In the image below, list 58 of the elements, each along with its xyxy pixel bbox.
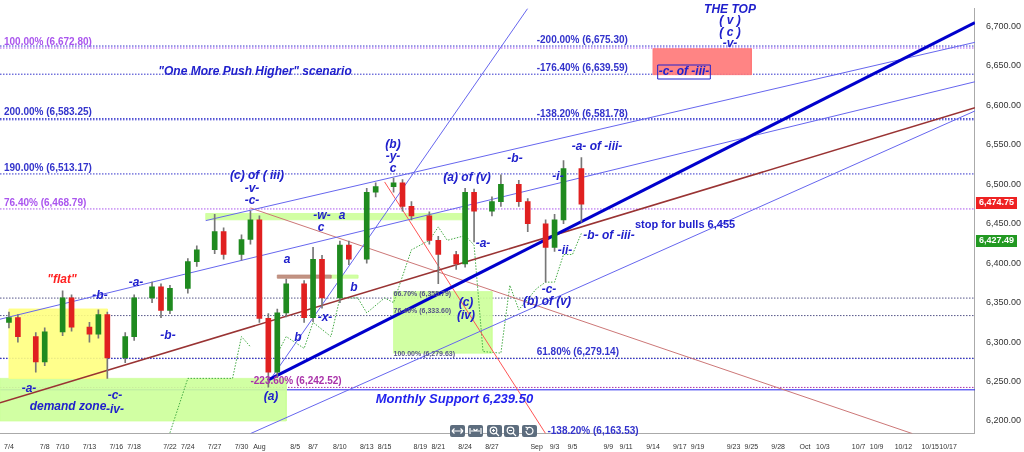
annotation: -v- <box>244 181 260 196</box>
annotation: (c) <box>458 295 474 310</box>
annotation: a <box>283 252 291 267</box>
annotation: -a- <box>128 275 144 290</box>
y-tick-label: 6,400.00 <box>985 257 1022 268</box>
annotation: -x- <box>317 310 333 325</box>
annotation: "flat" <box>47 272 77 287</box>
annotation: -c- of -iii- <box>658 64 710 79</box>
annotation: -b- <box>92 288 108 303</box>
annotation: c <box>317 220 325 235</box>
annotation: demand zone <box>29 399 107 414</box>
ref-line-label: -200.00% (6,675.30) <box>536 33 628 45</box>
annotation: "One More Push Higher" scenario <box>158 64 352 79</box>
ref-line-label: -176.40% (6,639.59) <box>536 61 628 73</box>
y-tick-label: 6,200.00 <box>985 415 1022 426</box>
annotation: (b) of (v) <box>523 294 571 309</box>
annotation: -w- <box>313 208 331 223</box>
annotation: -ii- <box>557 243 573 258</box>
annotation: b <box>350 280 358 295</box>
text: 6,474.75 <box>978 197 1015 208</box>
annotation: (a) of (v) <box>443 170 491 185</box>
annotation: -c- <box>541 282 557 297</box>
annotation: ( c ) <box>719 25 741 40</box>
ref-line-label: 190.00% (6,513.17) <box>4 161 92 173</box>
ref-line-label: 61.80% (6,279.14) <box>536 346 619 358</box>
y-tick-label: 6,300.00 <box>985 336 1022 347</box>
annotation: -c- <box>107 388 123 403</box>
ref-line-label: 76.40% (6,468.79) <box>4 196 87 208</box>
annotation: -b- <box>507 151 523 166</box>
annotation: stop for bulls 6,455 <box>634 218 736 231</box>
ref-line-label: Monthly Support 6,239.50 <box>375 390 534 406</box>
annotation: -c- <box>244 193 260 208</box>
annotation: b <box>294 330 302 345</box>
y-tick-label: 6,550.00 <box>985 139 1022 150</box>
annotation: (b) <box>385 137 401 152</box>
y-tick-label: 6,450.00 <box>985 218 1022 229</box>
ref-line-label: 200.00% (6,583.25) <box>4 106 92 118</box>
text: 6,427.49 <box>978 235 1015 246</box>
y-tick-label: 6,700.00 <box>985 21 1022 32</box>
annotation: -138.20% (6,163.53) <box>547 424 639 436</box>
annotation: (a) <box>263 389 279 404</box>
annotation: -a- <box>21 381 37 396</box>
y-tick-label: 6,650.00 <box>985 60 1022 71</box>
annotation: (iv) <box>457 308 475 323</box>
y-tick-label: 6,500.00 <box>985 178 1022 189</box>
ref-line-label: -138.20% (6,581.78) <box>536 107 628 119</box>
annotation: -iv- <box>106 402 124 417</box>
annotation: ( v ) <box>719 13 741 28</box>
y-tick-label: 6,350.00 <box>985 297 1022 308</box>
annotation: -a- of -iii- <box>571 139 623 154</box>
y-tick-label: 6,250.00 <box>985 376 1022 387</box>
y-tick-label: 6,600.00 <box>985 99 1022 110</box>
annotation: -b- of -iii- <box>583 228 635 243</box>
annotation: -b- <box>160 328 176 343</box>
annotation: (c) of ( iii) <box>230 168 284 183</box>
annotation: -a- <box>475 236 491 251</box>
ref-line-label: 100.00% (6,672.80) <box>4 35 92 47</box>
annotation: a <box>338 208 346 223</box>
